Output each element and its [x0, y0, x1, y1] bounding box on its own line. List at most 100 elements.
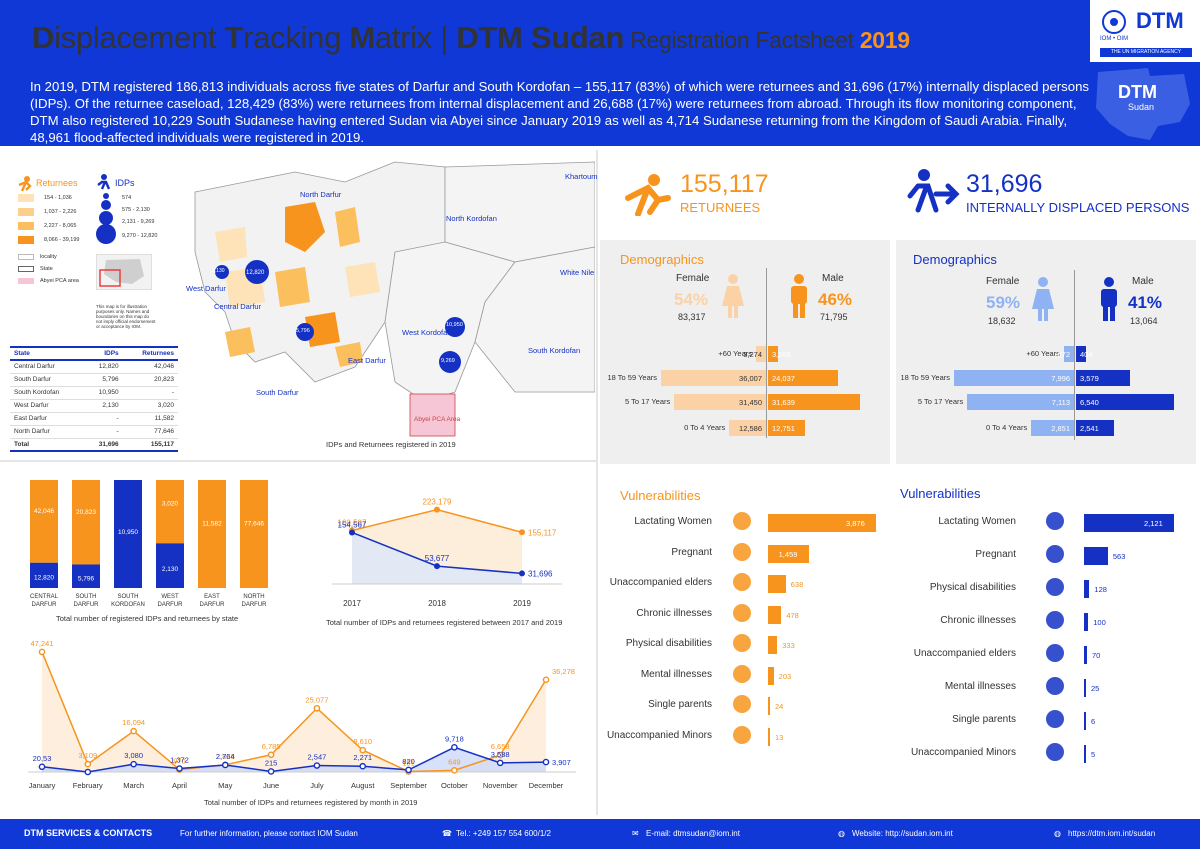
- month-point-1-9: [451, 744, 458, 751]
- year-label-0-0: 160,507: [338, 518, 367, 527]
- idp-demo-axis: [1074, 270, 1075, 440]
- bar-returnees-5: [240, 480, 268, 588]
- legend-ret-range-3: 2,227 - 8,065: [44, 223, 77, 229]
- bar-returnees-0: [30, 480, 58, 563]
- demo-male-value-idp-2: 6,540: [1080, 398, 1099, 407]
- month-point-0-2: [130, 727, 137, 735]
- footer-site2[interactable]: https://dtm.iom.int/sudan: [1068, 829, 1156, 838]
- vul-label-idp-6: Single parents: [952, 714, 1016, 725]
- table-total-row: Total 31,696 155,117: [10, 438, 178, 452]
- month-label-0-3: 970: [173, 757, 186, 766]
- category-label-1: DARFUR: [74, 602, 100, 608]
- ret-vulnerabilities-title: Vulnerabilities: [620, 488, 701, 503]
- month-label-1-9: 9,718: [445, 734, 464, 743]
- vul-label-idp-5: Mental illnesses: [944, 681, 1016, 692]
- month-point-1-1: [84, 768, 92, 776]
- legend-ret-swatch-4: [18, 236, 34, 244]
- month-label-1-10: 3,588: [491, 750, 510, 759]
- label-returnees-0: 42,046: [34, 508, 54, 515]
- vul-label-idp-7: Unaccompanied Minors: [910, 747, 1016, 758]
- month-tick-11: December: [529, 781, 564, 790]
- ret-male-count: 71,795: [820, 312, 848, 322]
- footer-email[interactable]: E-mail: dtmsudan@iom.int: [646, 829, 740, 838]
- table-row: North Darfur -77,646: [10, 425, 178, 439]
- month-tick-3: April: [172, 781, 187, 790]
- vul-bar-idp-7: [1084, 745, 1086, 763]
- year-label-0-1: 223,179: [423, 498, 452, 507]
- vul-bar-idp-3: [1084, 613, 1089, 631]
- demo-female-value-ret-2: 31,450: [739, 398, 762, 407]
- vul-bar-idp-5: [1084, 679, 1086, 697]
- idp-demographics-title: Demographics: [913, 252, 997, 267]
- month-label-1-4: 2,764: [216, 752, 235, 761]
- month-tick-10: November: [483, 781, 518, 790]
- male-figure-icon: [791, 274, 807, 318]
- category-label-3: DARFUR: [158, 602, 184, 608]
- legend-ret-range-2: 1,037 - 2,226: [44, 209, 77, 215]
- month-tick-0: January: [29, 781, 56, 790]
- demo-male-value-ret-1: 24,037: [772, 374, 795, 383]
- dtm-sudan-badge-sub: Sudan: [1128, 102, 1155, 112]
- legend-ret-range-1: 154 - 1,036: [44, 195, 72, 201]
- month-tick-6: July: [310, 781, 324, 790]
- vul-value-ret-1: 1,459: [778, 549, 798, 559]
- ret-demo-axis: [766, 268, 767, 438]
- vul-label-idp-4: Unaccompanied elders: [913, 648, 1016, 659]
- vul-value-ret-2: 638: [790, 580, 804, 589]
- state-east-darfur: East Darfur: [348, 356, 386, 365]
- vul-value-idp-4: 70: [1091, 651, 1101, 660]
- idp-walker-icon-big: [907, 169, 960, 213]
- table-row: East Darfur -11,582: [10, 412, 178, 426]
- month-point-1-8: [405, 766, 412, 774]
- demo-female-value-idp-0: 672: [1057, 350, 1070, 359]
- vul-icon-idp-1: [1046, 545, 1064, 563]
- month-label-0-9: 649: [448, 757, 461, 766]
- vul-bar-ret-5: [768, 666, 774, 685]
- ret-male-pct: 46%: [818, 290, 853, 309]
- month-point-0-1: [84, 760, 92, 768]
- month-area-0: [42, 651, 546, 772]
- legend-state-swatch: [18, 266, 34, 272]
- month-label-0-1: 3,109: [78, 751, 97, 760]
- month-label-0-10: 6,658: [491, 742, 510, 751]
- month-label-0-0: 47,241: [31, 639, 54, 648]
- year-point-0-2: [519, 529, 525, 536]
- vul-value-ret-6: 24: [775, 702, 784, 711]
- month-point-1-6: [313, 762, 321, 769]
- state-south-darfur: South Darfur: [256, 388, 299, 397]
- footer-website[interactable]: Website: http://sudan.iom.int: [852, 829, 953, 838]
- month-label-0-5: 6,785: [262, 742, 281, 751]
- month-tick-2: March: [123, 781, 144, 790]
- demo-bar-female-idp-2: [967, 394, 1074, 410]
- legend-ret-range-4: 8,066 - 39,199: [44, 237, 80, 243]
- state-south-kordofan: South Kordofan: [528, 346, 581, 355]
- table-row: South Kordofan 10,950-: [10, 386, 178, 400]
- demo-bar-female-idp-0: [1063, 346, 1074, 362]
- vul-icon-idp-3: [1046, 611, 1064, 629]
- vul-value-idp-0: 2,121: [1144, 519, 1163, 528]
- label-idps-1: 5,796: [78, 575, 95, 582]
- vul-bar-ret-3: [768, 605, 782, 624]
- dtm-sudan-badge: DTM: [1118, 82, 1157, 102]
- footer-bar: DTM SERVICES & CONTACTS For further info…: [0, 819, 1200, 849]
- category-label-5: DARFUR: [242, 602, 268, 608]
- month-line-chart: 47,241 3,109 16,094 970 2,826 6,785 25,077 8,61…: [28, 639, 576, 790]
- state-table: State IDPs Returnees Central Darfur 12,820 4…: [10, 346, 178, 452]
- bar-idps-3: [156, 543, 184, 588]
- vul-value-idp-6: 6: [1091, 717, 1096, 726]
- vul-value-idp-7: 5: [1091, 750, 1096, 759]
- returnee-runner-icon: [18, 176, 32, 192]
- idps-total: 31,696: [966, 170, 1043, 198]
- vul-icon-ret-4: [733, 634, 751, 652]
- legend-locality-swatch: [18, 254, 34, 260]
- label-idps-0: 12,820: [34, 575, 54, 582]
- bar-idps-1: [72, 564, 100, 588]
- female-figure-icon-idp: [1032, 277, 1054, 321]
- vul-value-ret-5: 203: [778, 671, 792, 681]
- month-point-1-10: [496, 759, 504, 767]
- vul-bar-idp-6: [1084, 712, 1086, 730]
- idp-male-count: 13,064: [1130, 316, 1158, 326]
- page-title: Displacement Tracking Matrix | DTM Sudan…: [32, 20, 910, 55]
- sudan-shape-icon: [1096, 68, 1190, 140]
- demo-female-value-idp-2: 7,113: [1051, 398, 1070, 407]
